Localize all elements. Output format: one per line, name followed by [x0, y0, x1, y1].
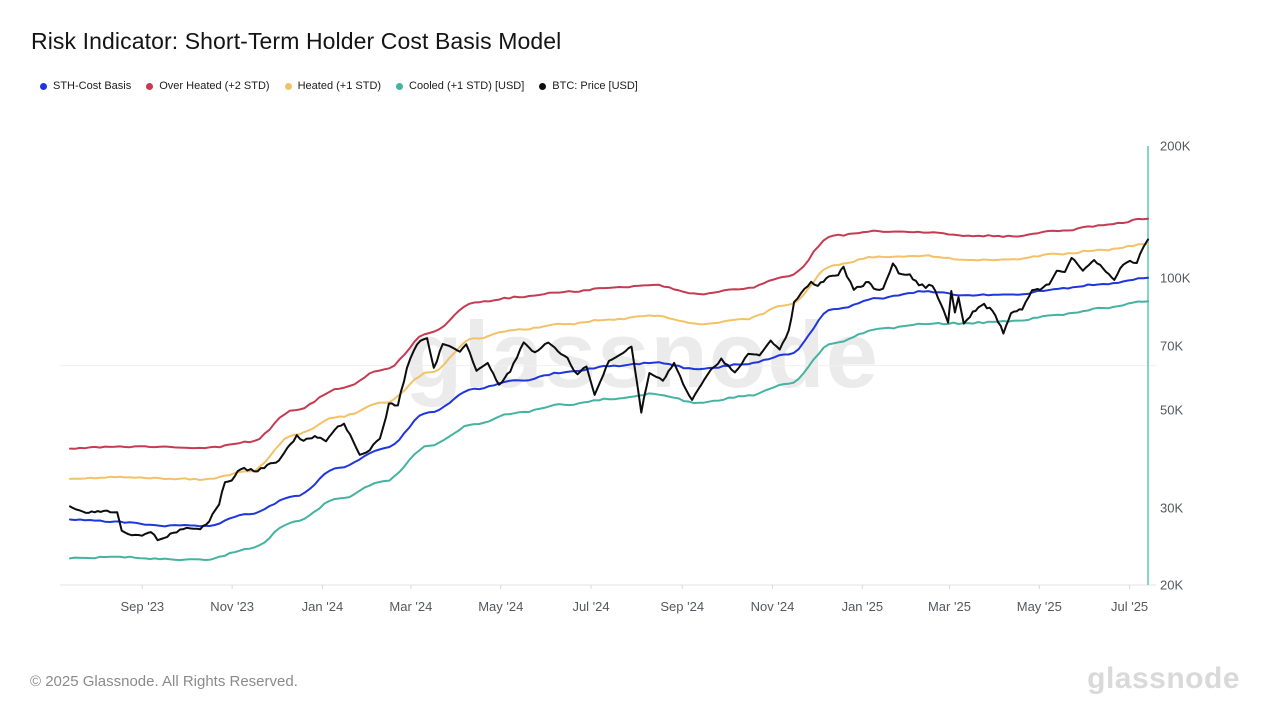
legend-item-1[interactable]: Over Heated (+2 STD): [146, 80, 270, 92]
series-line-heated-1-std: [69, 243, 1149, 481]
x-axis-tick-label: Nov '24: [750, 599, 795, 614]
x-axis-tick-label: Mar '24: [389, 599, 433, 614]
legend-dot-icon: [40, 82, 47, 90]
series-line-cooled-1-std-usd: [69, 300, 1149, 562]
legend-item-3[interactable]: Cooled (+1 STD) [USD]: [396, 80, 524, 92]
legend-label: STH-Cost Basis: [53, 80, 132, 92]
y-axis-tick-label: 50K: [1160, 402, 1184, 418]
x-axis-tick-label: Jan '25: [841, 599, 884, 614]
legend-dot-icon: [146, 82, 154, 90]
legend-item-4[interactable]: BTC: Price [USD]: [539, 80, 638, 92]
chart-legend: STH-Cost Basis Over Heated (+2 STD) Heated…: [40, 80, 638, 92]
legend-label: BTC: Price [USD]: [552, 80, 638, 92]
series-line-btc-price-usd: [69, 238, 1149, 542]
glassnode-logo: glassnode: [1087, 662, 1240, 695]
y-axis-tick-label: 70K: [1160, 338, 1184, 354]
x-axis-tick-label: Nov '23: [210, 599, 254, 614]
legend-dot-icon: [539, 82, 547, 90]
y-axis-tick-label: 20K: [1160, 577, 1184, 593]
x-axis-tick-label: Sep '23: [120, 599, 165, 614]
x-axis-tick-label: Jul '25: [1110, 599, 1149, 614]
legend-item-0[interactable]: STH-Cost Basis: [40, 80, 131, 92]
x-axis-tick-label: Sep '24: [660, 599, 705, 614]
legend-label: Heated (+1 STD): [297, 80, 382, 92]
y-axis-tick-label: 30K: [1160, 500, 1184, 516]
legend-dot-icon: [396, 82, 404, 90]
y-axis-tick-label: 200K: [1160, 138, 1191, 154]
legend-item-2[interactable]: Heated (+1 STD): [284, 80, 382, 92]
y-axis-tick-label: 100K: [1160, 270, 1191, 286]
x-axis-tick-label: Jan '24: [301, 599, 344, 614]
legend-label: Over Heated (+2 STD): [159, 80, 270, 92]
x-axis-tick-label: May '25: [1016, 599, 1062, 614]
chart-title: Risk Indicator: Short-Term Holder Cost B…: [31, 28, 562, 54]
series-line-sth-cost-basis: [69, 276, 1149, 528]
copyright-text: © 2025 Glassnode. All Rights Reserved.: [30, 673, 298, 690]
x-axis-tick-label: Mar '25: [927, 599, 971, 614]
series-line-over-heated-2-std: [69, 217, 1149, 450]
x-axis-tick-label: May '24: [478, 599, 524, 614]
legend-dot-icon: [284, 82, 292, 90]
x-axis-tick-label: Jul '24: [572, 599, 610, 614]
legend-label: Cooled (+1 STD) [USD]: [409, 80, 525, 92]
